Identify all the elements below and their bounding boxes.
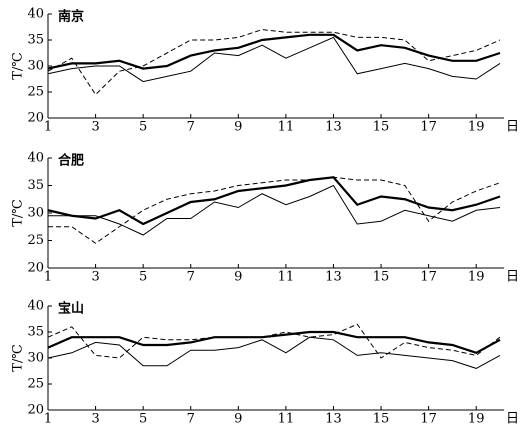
series-line [47,176,501,226]
series-line [47,330,501,354]
x-tick-label: 3 [91,120,99,135]
x-axis-label: 日 [506,412,519,427]
x-tick-label: 17 [420,120,437,135]
series-line [48,184,501,236]
panel-title: 南京 [58,9,84,25]
y-axis-label: T/℃ [11,199,26,227]
x-tick-label: 9 [234,412,242,427]
x-axis-label: 日 [506,270,519,285]
x-tick-label: 9 [234,120,242,135]
x-tick-label: 13 [325,412,342,427]
x-tick-label: 11 [278,412,295,427]
y-axis-label: T/℃ [11,344,26,372]
series-line [47,323,501,359]
x-tick-label: 3 [91,412,99,427]
x-tick-label: 15 [373,270,390,285]
y-axis-label: T/℃ [11,52,26,80]
x-tick-label: 19 [468,412,485,427]
y-tick-label: 25 [27,377,44,392]
x-tick-label: 13 [325,270,342,285]
x-tick-label: 11 [278,120,295,135]
y-tick-label: 25 [27,233,44,248]
y-tick-label: 35 [27,33,44,48]
y-tick-label: 30 [27,351,44,366]
x-tick-label: 1 [44,412,52,427]
x-tick-label: 19 [468,270,485,285]
panel-title: 合肥 [58,153,84,169]
series-line [47,29,501,96]
y-tick-label: 20 [27,403,44,418]
x-tick-label: 7 [187,412,195,427]
series-line [47,336,501,369]
y-tick-label: 35 [27,325,44,340]
x-tick-label: 11 [278,270,295,285]
x-tick-label: 13 [325,120,342,135]
x-tick-label: 1 [44,120,52,135]
x-tick-label: 15 [373,120,390,135]
y-tick-label: 30 [27,59,44,74]
x-tick-label: 17 [420,412,437,427]
panel-title: 宝山 [58,301,84,317]
x-tick-label: 19 [468,120,485,135]
x-tick-label: 3 [91,270,99,285]
x-tick-label: 7 [187,120,195,135]
series-line [47,33,501,70]
x-tick-label: 15 [373,412,390,427]
x-tick-label: 9 [234,270,242,285]
y-tick-label: 20 [27,111,44,126]
y-tick-label: 35 [27,178,44,193]
y-tick-label: 40 [27,151,44,166]
series-line [47,36,501,83]
x-tick-label: 17 [420,270,437,285]
x-tick-label: 7 [187,270,195,285]
y-tick-label: 40 [27,7,44,22]
y-tick-label: 40 [27,299,44,314]
x-tick-label: 5 [139,412,147,427]
y-tick-label: 20 [27,261,44,276]
x-axis-label: 日 [506,120,519,135]
x-tick-label: 5 [139,120,147,135]
x-tick-label: 1 [44,270,52,285]
x-tick-label: 5 [139,270,147,285]
y-tick-label: 25 [27,85,44,100]
y-tick-label: 30 [27,206,44,221]
